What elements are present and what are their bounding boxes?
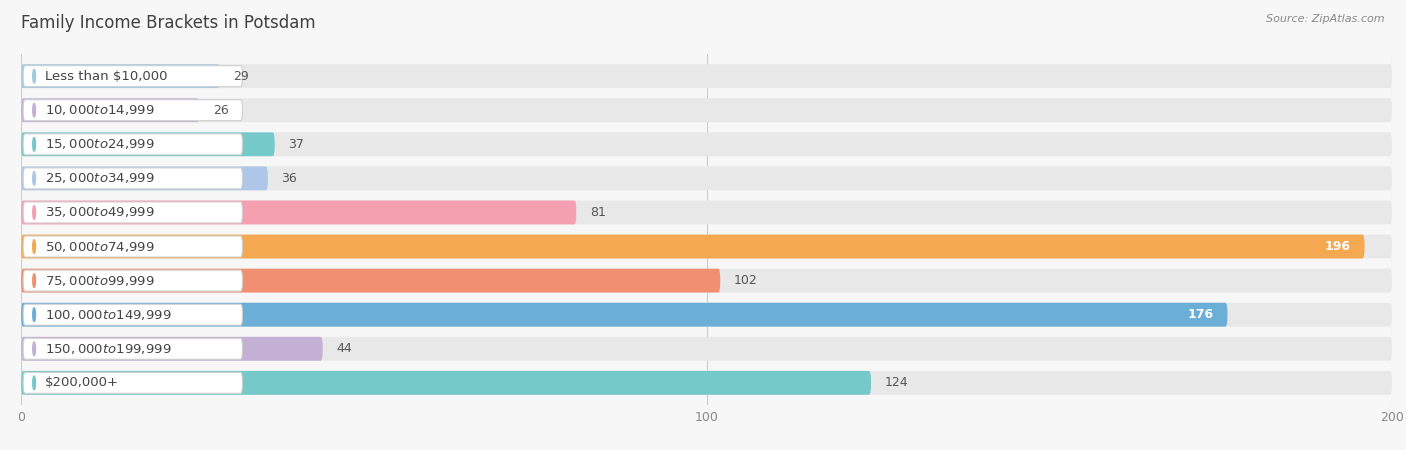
Text: 124: 124 xyxy=(884,376,908,389)
FancyBboxPatch shape xyxy=(21,371,872,395)
FancyBboxPatch shape xyxy=(21,234,1364,258)
FancyBboxPatch shape xyxy=(22,338,242,359)
Text: $50,000 to $74,999: $50,000 to $74,999 xyxy=(45,239,155,253)
FancyBboxPatch shape xyxy=(21,201,576,225)
FancyBboxPatch shape xyxy=(21,269,1392,292)
Circle shape xyxy=(32,69,35,83)
Text: $10,000 to $14,999: $10,000 to $14,999 xyxy=(45,103,155,117)
Text: $100,000 to $149,999: $100,000 to $149,999 xyxy=(45,308,172,322)
Circle shape xyxy=(32,342,35,356)
Text: 36: 36 xyxy=(281,172,297,185)
Circle shape xyxy=(32,240,35,253)
Text: $75,000 to $99,999: $75,000 to $99,999 xyxy=(45,274,155,288)
FancyBboxPatch shape xyxy=(21,64,219,88)
Text: 26: 26 xyxy=(214,104,229,117)
FancyBboxPatch shape xyxy=(21,303,1227,327)
Text: 81: 81 xyxy=(591,206,606,219)
Circle shape xyxy=(32,171,35,185)
FancyBboxPatch shape xyxy=(21,303,1392,327)
FancyBboxPatch shape xyxy=(21,201,1392,225)
FancyBboxPatch shape xyxy=(21,64,1392,88)
Text: $200,000+: $200,000+ xyxy=(45,376,120,389)
Text: Less than $10,000: Less than $10,000 xyxy=(45,70,167,83)
FancyBboxPatch shape xyxy=(22,236,242,257)
FancyBboxPatch shape xyxy=(22,134,242,155)
FancyBboxPatch shape xyxy=(22,270,242,291)
Text: $35,000 to $49,999: $35,000 to $49,999 xyxy=(45,206,155,220)
FancyBboxPatch shape xyxy=(22,202,242,223)
FancyBboxPatch shape xyxy=(21,337,1392,361)
Text: Family Income Brackets in Potsdam: Family Income Brackets in Potsdam xyxy=(21,14,316,32)
FancyBboxPatch shape xyxy=(21,269,720,292)
Text: $15,000 to $24,999: $15,000 to $24,999 xyxy=(45,137,155,151)
Text: $25,000 to $34,999: $25,000 to $34,999 xyxy=(45,171,155,185)
Text: 176: 176 xyxy=(1188,308,1213,321)
FancyBboxPatch shape xyxy=(21,166,269,190)
FancyBboxPatch shape xyxy=(22,100,242,121)
Circle shape xyxy=(32,308,35,321)
Circle shape xyxy=(32,206,35,219)
Text: 196: 196 xyxy=(1324,240,1351,253)
FancyBboxPatch shape xyxy=(21,98,200,122)
FancyBboxPatch shape xyxy=(21,132,274,156)
Circle shape xyxy=(32,138,35,151)
Text: 37: 37 xyxy=(288,138,304,151)
FancyBboxPatch shape xyxy=(22,66,242,87)
FancyBboxPatch shape xyxy=(21,132,1392,156)
FancyBboxPatch shape xyxy=(21,337,322,361)
Circle shape xyxy=(32,274,35,288)
FancyBboxPatch shape xyxy=(21,234,1392,258)
FancyBboxPatch shape xyxy=(21,98,1392,122)
FancyBboxPatch shape xyxy=(22,372,242,393)
Circle shape xyxy=(32,104,35,117)
Text: $150,000 to $199,999: $150,000 to $199,999 xyxy=(45,342,172,356)
FancyBboxPatch shape xyxy=(21,166,1392,190)
Circle shape xyxy=(32,376,35,390)
Text: 102: 102 xyxy=(734,274,758,287)
Text: 44: 44 xyxy=(336,342,352,355)
Text: Source: ZipAtlas.com: Source: ZipAtlas.com xyxy=(1267,14,1385,23)
Text: 29: 29 xyxy=(233,70,249,83)
FancyBboxPatch shape xyxy=(22,304,242,325)
FancyBboxPatch shape xyxy=(22,168,242,189)
FancyBboxPatch shape xyxy=(21,371,1392,395)
